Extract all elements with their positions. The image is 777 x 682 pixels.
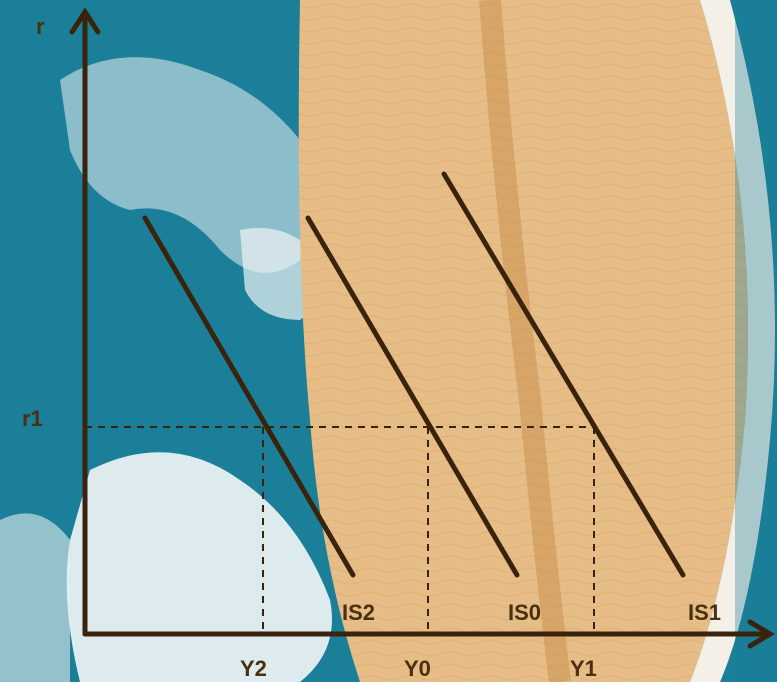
is0-curve xyxy=(305,215,520,578)
is0-label: IS0 xyxy=(508,600,541,625)
y-axis-label: r xyxy=(36,14,45,39)
y0-label: Y0 xyxy=(404,656,431,681)
is2-curve xyxy=(142,215,356,578)
x-axis-arrow xyxy=(747,619,775,649)
is2-label: IS2 xyxy=(342,600,375,625)
axes xyxy=(69,7,775,649)
surfboard-stringer xyxy=(479,0,571,682)
y1-label: Y1 xyxy=(570,656,597,681)
is1-label: IS1 xyxy=(688,600,721,625)
foam-patch xyxy=(66,452,333,682)
foam-patch xyxy=(60,57,315,273)
is1-curve xyxy=(441,171,686,578)
board-rim xyxy=(690,0,775,682)
y2-label: Y2 xyxy=(240,656,267,681)
foam-patch xyxy=(0,513,70,682)
is-curves xyxy=(142,171,686,578)
y-axis-arrow xyxy=(69,7,101,35)
guide-lines xyxy=(85,426,595,634)
r1-label: r1 xyxy=(22,406,43,431)
